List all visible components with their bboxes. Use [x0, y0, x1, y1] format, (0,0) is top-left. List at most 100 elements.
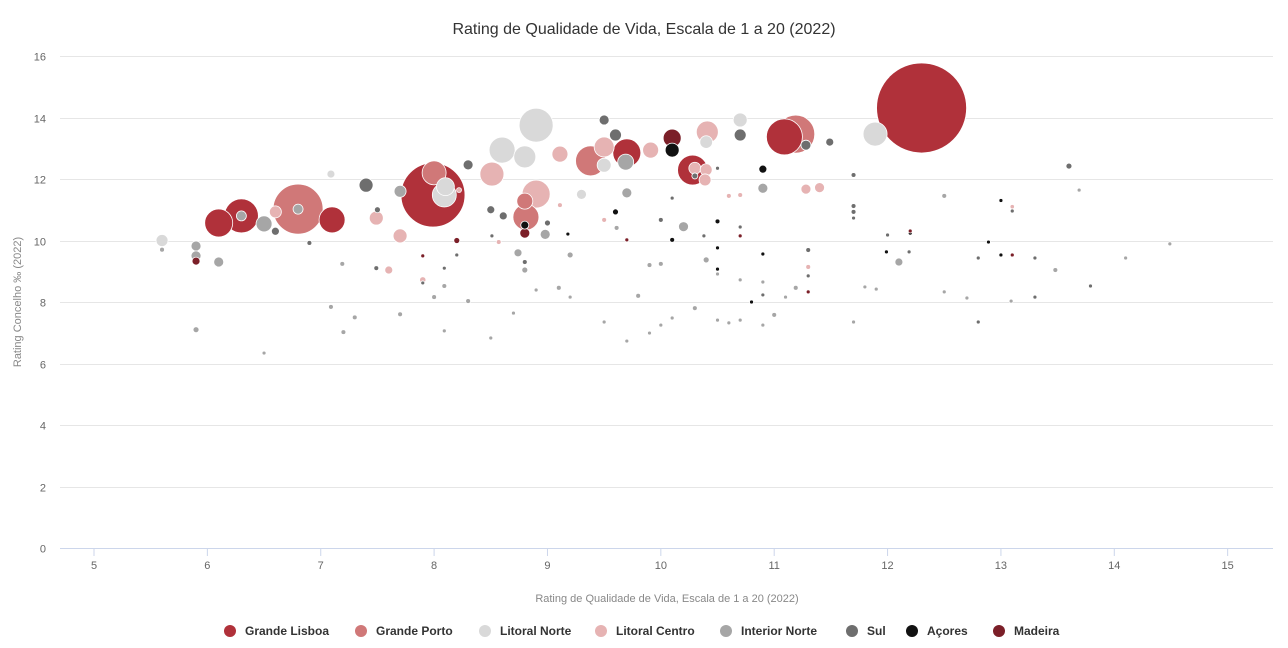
bubble-litoral-centro[interactable]: Litoral Centro: [642, 141, 660, 159]
bubble-interior-norte[interactable]: Interior Norte: [1167, 241, 1173, 247]
bubble-litoral-centro[interactable]: Litoral Centro: [593, 136, 615, 158]
bubble-sul[interactable]: Sul: [975, 319, 981, 325]
bubble-grande-porto[interactable]: Grande Porto: [421, 160, 447, 186]
bubble-interior-norte[interactable]: Interior Norte: [235, 210, 247, 222]
bubble-interior-norte[interactable]: Interior Norte: [351, 314, 358, 321]
bubble-sul[interactable]: Sul: [850, 209, 857, 215]
bubble-sul[interactable]: Sul: [906, 249, 912, 255]
bubble-a-ores[interactable]: Açores: [715, 266, 720, 272]
bubble-madeira[interactable]: Madeira: [624, 237, 630, 243]
bubble-madeira[interactable]: Madeira: [453, 237, 461, 244]
bubble-interior-norte[interactable]: Interior Norte: [431, 294, 437, 300]
bubble-interior-norte[interactable]: Interior Norte: [601, 319, 607, 325]
bubble-interior-norte[interactable]: Interior Norte: [715, 271, 720, 277]
bubble-litoral-centro[interactable]: Litoral Centro: [601, 217, 607, 223]
bubble-interior-norte[interactable]: Interior Norte: [465, 298, 471, 304]
bubble-a-ores[interactable]: Açores: [664, 142, 680, 158]
bubble-interior-norte[interactable]: Interior Norte: [340, 329, 347, 335]
bubble-sul[interactable]: Sul: [486, 205, 496, 215]
legend-item-litoral-norte[interactable]: Litoral Norte: [479, 624, 572, 638]
bubble-a-ores[interactable]: Açores: [715, 245, 720, 251]
bubble-litoral-centro[interactable]: Litoral Centro: [456, 187, 462, 193]
bubble-sul[interactable]: Sul: [498, 211, 508, 221]
bubble-litoral-centro[interactable]: Litoral Centro: [551, 145, 569, 163]
bubble-interior-norte[interactable]: Interior Norte: [511, 310, 516, 316]
bubble-litoral-norte[interactable]: Litoral Norte: [326, 169, 336, 179]
bubble-litoral-centro[interactable]: Litoral Centro: [805, 264, 812, 270]
bubble-sul[interactable]: Sul: [851, 215, 856, 221]
bubble-interior-norte[interactable]: Interior Norte: [488, 335, 494, 341]
bubble-grande-lisboa[interactable]: Grande Lisboa: [765, 118, 803, 156]
bubble-interior-norte[interactable]: Interior Norte: [539, 228, 551, 240]
bubble-a-ores[interactable]: Açores: [612, 208, 619, 216]
bubble-sul[interactable]: Sul: [701, 233, 707, 239]
bubble-litoral-centro[interactable]: Litoral Centro: [368, 210, 384, 226]
bubble-litoral-centro[interactable]: Litoral Centro: [814, 182, 825, 194]
bubble-interior-norte[interactable]: Interior Norte: [261, 350, 267, 356]
bubble-a-ores[interactable]: Açores: [749, 299, 754, 305]
bubble-a-ores[interactable]: Açores: [565, 231, 571, 237]
bubble-interior-norte[interactable]: Interior Norte: [726, 320, 732, 326]
bubble-sul[interactable]: Sul: [598, 114, 610, 126]
bubble-litoral-norte[interactable]: Litoral Norte: [436, 177, 455, 197]
bubble-a-ores[interactable]: Açores: [714, 218, 721, 225]
bubble-sul[interactable]: Sul: [850, 172, 857, 178]
bubble-sul[interactable]: Sul: [544, 219, 551, 227]
bubble-litoral-centro[interactable]: Litoral Centro: [384, 265, 394, 275]
bubble-interior-norte[interactable]: Interior Norte: [613, 225, 620, 231]
bubble-madeira[interactable]: Madeira: [1009, 252, 1015, 258]
bubble-interior-norte[interactable]: Interior Norte: [292, 203, 304, 215]
bubble-madeira[interactable]: Madeira: [805, 289, 811, 295]
bubble-sul[interactable]: Sul: [374, 206, 381, 214]
bubble-interior-norte[interactable]: Interior Norte: [941, 289, 947, 295]
bubble-litoral-centro[interactable]: Litoral Centro: [737, 192, 744, 198]
bubble-interior-norte[interactable]: Interior Norte: [894, 257, 904, 267]
legend-item-grande-porto[interactable]: Grande Porto: [355, 624, 453, 638]
bubble-interior-norte[interactable]: Interior Norte: [621, 187, 633, 199]
bubble-litoral-norte[interactable]: Litoral Norte: [513, 145, 537, 169]
bubble-interior-norte[interactable]: Interior Norte: [1123, 255, 1129, 261]
bubble-interior-norte[interactable]: Interior Norte: [1052, 267, 1059, 273]
bubble-sul[interactable]: Sul: [1065, 162, 1073, 170]
legend-item-grande-lisboa[interactable]: Grande Lisboa: [224, 624, 329, 638]
bubble-a-ores[interactable]: Açores: [520, 220, 530, 230]
bubble-grande-lisboa[interactable]: Grande Lisboa: [318, 206, 346, 234]
bubble-litoral-norte[interactable]: Litoral Norte: [576, 188, 587, 200]
bubble-interior-norte[interactable]: Interior Norte: [533, 287, 539, 293]
bubble-litoral-centro[interactable]: Litoral Centro: [557, 202, 563, 208]
bubble-interior-norte[interactable]: Interior Norte: [624, 338, 630, 344]
bubble-litoral-centro[interactable]: Litoral Centro: [698, 173, 712, 187]
bubble-litoral-norte[interactable]: Litoral Norte: [699, 135, 713, 149]
bubble-litoral-norte[interactable]: Litoral Norte: [732, 112, 748, 128]
bubble-interior-norte[interactable]: Interior Norte: [521, 266, 529, 274]
bubble-sul[interactable]: Sul: [691, 172, 699, 180]
bubble-interior-norte[interactable]: Interior Norte: [715, 317, 720, 323]
bubble-sul[interactable]: Sul: [805, 247, 812, 253]
bubble-a-ores[interactable]: Açores: [884, 249, 889, 255]
bubble-interior-norte[interactable]: Interior Norte: [647, 330, 652, 336]
legend-item-a-ores[interactable]: Açores: [906, 624, 968, 638]
bubble-interior-norte[interactable]: Interior Norte: [851, 319, 856, 325]
bubble-sul[interactable]: Sul: [521, 259, 528, 265]
bubble-sul[interactable]: Sul: [885, 232, 890, 238]
bubble-litoral-centro[interactable]: Litoral Centro: [392, 228, 408, 244]
bubble-sul[interactable]: Sul: [760, 292, 766, 298]
bubble-litoral-centro[interactable]: Litoral Centro: [688, 161, 702, 175]
bubble-interior-norte[interactable]: Interior Norte: [783, 294, 788, 300]
bubble-interior-norte[interactable]: Interior Norte: [190, 240, 202, 252]
bubble-a-ores[interactable]: Açores: [998, 252, 1004, 258]
bubble-sul[interactable]: Sul: [825, 137, 835, 147]
bubble-sul[interactable]: Sul: [462, 159, 474, 171]
bubble-litoral-norte[interactable]: Litoral Norte: [862, 121, 888, 147]
bubble-interior-norte[interactable]: Interior Norte: [771, 312, 778, 318]
bubble-litoral-centro[interactable]: Litoral Centro: [726, 193, 732, 199]
bubble-litoral-centro[interactable]: Litoral Centro: [495, 239, 502, 245]
bubble-interior-norte[interactable]: Interior Norte: [691, 305, 698, 311]
bubble-interior-norte[interactable]: Interior Norte: [1076, 187, 1082, 193]
bubble-interior-norte[interactable]: Interior Norte: [192, 326, 200, 334]
bubble-interior-norte[interactable]: Interior Norte: [941, 193, 948, 199]
bubble-sul[interactable]: Sul: [1032, 294, 1038, 300]
bubble-interior-norte[interactable]: Interior Norte: [760, 322, 766, 328]
bubble-litoral-norte[interactable]: Litoral Norte: [518, 107, 554, 143]
bubble-litoral-centro[interactable]: Litoral Centro: [479, 161, 505, 187]
